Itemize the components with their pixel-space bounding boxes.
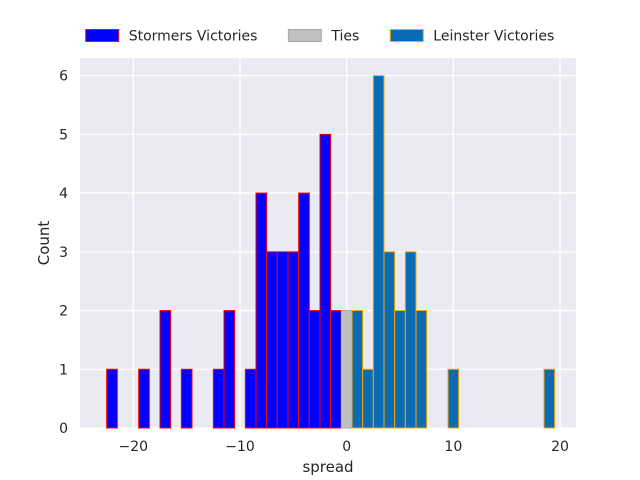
y-tick-label: 2	[59, 304, 68, 320]
legend-swatch	[287, 29, 322, 42]
bar-leinster-victories	[543, 368, 556, 429]
bar-stormers-victories	[106, 368, 118, 429]
y-axis-ticks: 0 1 2 3 4 5 6	[59, 69, 68, 437]
y-tick-label: 3	[59, 245, 68, 261]
bar-leinster-victories	[372, 75, 385, 429]
bar-stormers-victories	[180, 368, 193, 429]
bar-leinster-victories	[394, 310, 406, 429]
bar-stormers-victories	[138, 368, 150, 429]
bar-stormers-victories	[244, 368, 257, 429]
x-tick-label: −10	[225, 439, 255, 455]
bar-stormers-victories	[308, 310, 321, 429]
x-tick-label: −20	[119, 439, 149, 455]
bar-stormers-victories	[255, 192, 268, 429]
y-tick-label: 6	[59, 69, 68, 85]
x-tick-label: 10	[444, 439, 462, 455]
bar-leinster-victories	[415, 310, 428, 429]
y-tick-label: 5	[59, 127, 68, 143]
bar-stormers-victories	[223, 310, 236, 429]
bar-stormers-victories	[276, 251, 289, 429]
bar-stormers-victories	[266, 251, 278, 429]
bar-ties	[340, 310, 353, 429]
bar-stormers-victories	[159, 310, 172, 429]
legend-label: Stormers Victories	[129, 29, 258, 45]
x-tick-label: 20	[551, 439, 569, 455]
x-axis-label: spread	[302, 458, 353, 476]
bar-stormers-victories	[212, 368, 225, 429]
bar-leinster-victories	[447, 368, 460, 429]
y-tick-label: 0	[59, 421, 68, 437]
x-tick-label: 0	[342, 439, 351, 455]
bars	[106, 75, 556, 429]
y-tick-label: 1	[59, 362, 68, 378]
legend-label: Ties	[330, 29, 359, 45]
legend-swatch	[389, 29, 424, 42]
bar-leinster-victories	[362, 368, 374, 429]
y-axis-label: Count	[35, 221, 53, 266]
y-tick-label: 4	[59, 186, 68, 202]
bar-stormers-victories	[287, 251, 300, 429]
legend: Stormers Victories Ties Leinster Victories	[85, 29, 554, 45]
x-axis-ticks: −20 −10 0 10 20	[119, 439, 569, 455]
bar-stormers-victories	[330, 310, 342, 429]
bar-stormers-victories	[319, 133, 332, 429]
bar-leinster-victories	[351, 310, 364, 429]
legend-swatch	[85, 29, 120, 42]
bar-leinster-victories	[383, 251, 396, 429]
bar-leinster-victories	[404, 251, 417, 429]
legend-label: Leinster Victories	[433, 29, 554, 45]
bar-stormers-victories	[298, 192, 310, 429]
